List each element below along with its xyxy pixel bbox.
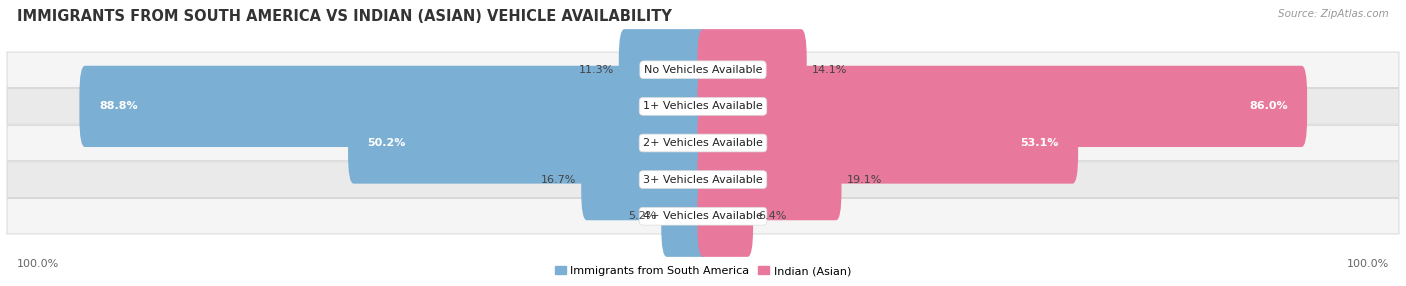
Text: 5.2%: 5.2% [628, 211, 657, 221]
Text: IMMIGRANTS FROM SOUTH AMERICA VS INDIAN (ASIAN) VEHICLE AVAILABILITY: IMMIGRANTS FROM SOUTH AMERICA VS INDIAN … [17, 9, 672, 23]
Text: 1+ Vehicles Available: 1+ Vehicles Available [643, 102, 763, 111]
FancyBboxPatch shape [697, 176, 754, 257]
FancyBboxPatch shape [79, 66, 709, 147]
Text: No Vehicles Available: No Vehicles Available [644, 65, 762, 75]
Text: 4+ Vehicles Available: 4+ Vehicles Available [643, 211, 763, 221]
FancyBboxPatch shape [661, 176, 709, 257]
Text: 14.1%: 14.1% [811, 65, 846, 75]
Text: 11.3%: 11.3% [579, 65, 614, 75]
Text: 86.0%: 86.0% [1249, 102, 1288, 111]
Text: 100.0%: 100.0% [1347, 259, 1389, 269]
FancyBboxPatch shape [7, 125, 1399, 161]
Text: 19.1%: 19.1% [846, 175, 882, 184]
Text: 53.1%: 53.1% [1021, 138, 1059, 148]
Text: 50.2%: 50.2% [367, 138, 406, 148]
FancyBboxPatch shape [697, 102, 1078, 184]
Text: 2+ Vehicles Available: 2+ Vehicles Available [643, 138, 763, 148]
FancyBboxPatch shape [697, 29, 807, 110]
FancyBboxPatch shape [7, 52, 1399, 88]
FancyBboxPatch shape [581, 139, 709, 220]
Text: 3+ Vehicles Available: 3+ Vehicles Available [643, 175, 763, 184]
Text: 6.4%: 6.4% [758, 211, 786, 221]
Text: 16.7%: 16.7% [541, 175, 576, 184]
Text: 88.8%: 88.8% [98, 102, 138, 111]
Text: Source: ZipAtlas.com: Source: ZipAtlas.com [1278, 9, 1389, 19]
FancyBboxPatch shape [349, 102, 709, 184]
FancyBboxPatch shape [7, 89, 1399, 124]
FancyBboxPatch shape [697, 66, 1308, 147]
Legend: Immigrants from South America, Indian (Asian): Immigrants from South America, Indian (A… [550, 261, 856, 281]
FancyBboxPatch shape [7, 198, 1399, 234]
FancyBboxPatch shape [7, 162, 1399, 197]
FancyBboxPatch shape [619, 29, 709, 110]
FancyBboxPatch shape [697, 139, 842, 220]
Text: 100.0%: 100.0% [17, 259, 59, 269]
